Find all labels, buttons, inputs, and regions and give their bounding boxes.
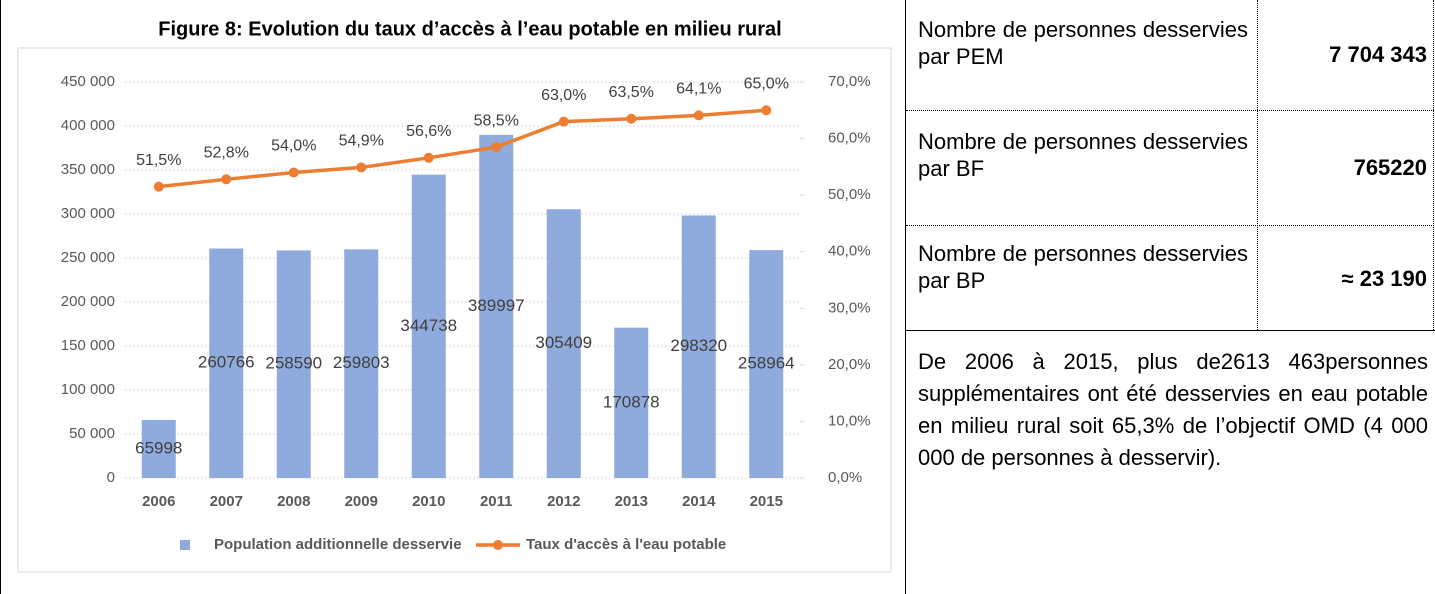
line-marker [491, 142, 502, 153]
x-tick-label: 2014 [682, 493, 716, 510]
line-marker [153, 181, 164, 192]
line-value-label: 51,5% [136, 152, 181, 169]
chart-frame [17, 47, 892, 573]
bar [614, 327, 649, 478]
bar [141, 419, 176, 478]
bar-value-label: 344738 [400, 316, 457, 335]
note: De 2006 à 2015, plus de2613 463personnes… [918, 349, 1428, 470]
bar-value-label: 389997 [468, 296, 525, 315]
line-marker [761, 105, 772, 116]
y-tick-label: 400 000 [61, 117, 115, 134]
legend-swatch [493, 540, 503, 550]
x-tick-label: 2009 [345, 493, 378, 510]
y2-tick-label: 30,0% [828, 299, 871, 316]
x-tick-label: 2007 [210, 493, 243, 510]
line-value-label: 63,5% [609, 84, 654, 101]
y-tick-label: 100 000 [61, 381, 115, 398]
row-value: 765220 [1353, 155, 1427, 180]
line-value-label: 54,9% [339, 133, 384, 150]
row-value: 7 704 343 [1329, 42, 1427, 67]
y2-tick-label: 70,0% [828, 73, 871, 90]
bar-value-label: 170878 [603, 392, 660, 411]
chart: Figure 8: Evolution du taux d’accès à l’… [17, 18, 892, 573]
row-value: ≈ 23 190 [1341, 266, 1427, 291]
y-tick-label: 350 000 [61, 161, 115, 178]
x-tick-label: 2013 [615, 493, 648, 510]
x-tick-label: 2010 [412, 493, 445, 510]
line-marker [693, 110, 704, 121]
x-tick-label: 2012 [547, 493, 580, 510]
bar [681, 215, 716, 478]
y2-tick-label: 50,0% [828, 186, 871, 203]
legend-label: Taux d'accès à l'eau potable [526, 536, 726, 553]
bar [479, 134, 514, 478]
y-tick-label: 450 000 [61, 73, 115, 90]
bar [209, 248, 244, 478]
line-value-label: 65,0% [744, 76, 789, 93]
y-tick-label: 150 000 [61, 337, 115, 354]
legend-label: Population additionnelle desservie [214, 536, 462, 553]
bar-value-label: 258964 [738, 354, 795, 373]
line [158, 108, 767, 189]
line-marker [558, 116, 569, 127]
x-tick-label: 2008 [277, 493, 310, 510]
bar [276, 250, 311, 478]
line-marker [626, 113, 637, 124]
chart-title: Figure 8: Evolution du taux d’accès à l’… [158, 18, 781, 40]
line-value-label: 52,8% [204, 145, 249, 162]
bar-value-label: 305409 [535, 333, 592, 352]
line-marker [423, 152, 434, 163]
bar-value-label: 65998 [135, 438, 182, 457]
y2-tick-label: 20,0% [828, 356, 871, 373]
bar [344, 249, 379, 478]
y-tick-label: 200 000 [61, 293, 115, 310]
bar-value-label: 258590 [265, 354, 322, 373]
y-tick-label: 300 000 [61, 205, 115, 222]
x-tick-label: 2006 [142, 493, 175, 510]
line-value-label: 58,5% [474, 112, 519, 129]
bar-value-label: 298320 [670, 336, 727, 355]
bar [749, 250, 784, 478]
legend-swatch [180, 540, 190, 550]
line-marker [356, 162, 367, 173]
line-marker [288, 167, 299, 178]
y2-tick-label: 0,0% [828, 469, 862, 486]
bar [411, 174, 446, 478]
bar [546, 209, 581, 478]
row-label: Nombre de personnes desservies par BP [918, 241, 1248, 293]
x-tick-label: 2011 [480, 493, 513, 510]
y2-tick-label: 40,0% [828, 243, 871, 260]
x-tick-label: 2015 [750, 493, 783, 510]
y2-tick-label: 60,0% [828, 130, 871, 147]
y2-tick-label: 10,0% [828, 412, 871, 429]
line-value-label: 64,1% [676, 81, 721, 98]
line-value-label: 56,6% [406, 123, 451, 140]
y-tick-label: 50 000 [69, 425, 115, 442]
line-value-label: 54,0% [271, 138, 316, 155]
line-value-label: 63,0% [541, 87, 586, 104]
row-label: Nombre de personnes desservies par BF [918, 129, 1248, 181]
bar-value-label: 259803 [333, 353, 390, 372]
y-tick-label: 250 000 [61, 249, 115, 266]
row-label: Nombre de personnes desservies par PEM [918, 17, 1248, 69]
bar-value-label: 260766 [198, 353, 255, 372]
y-tick-label: 0 [107, 469, 115, 486]
line-marker [221, 174, 232, 185]
